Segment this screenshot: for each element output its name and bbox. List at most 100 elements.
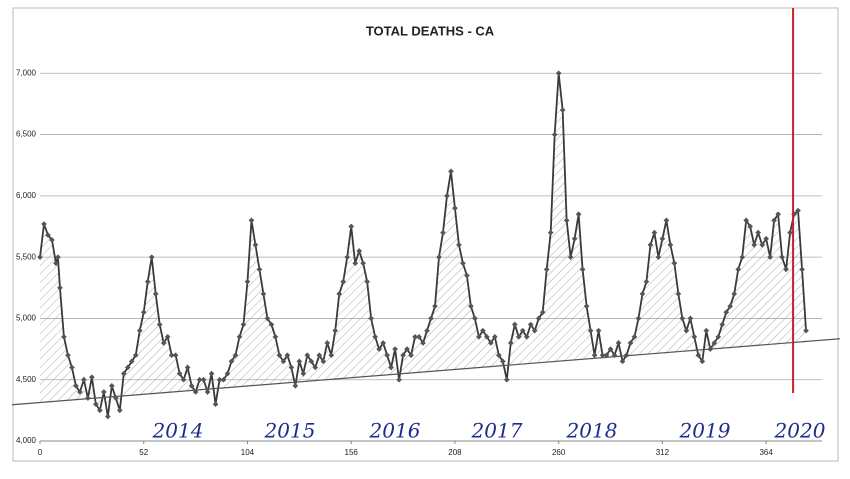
point [292,383,299,389]
point [324,340,331,346]
point [176,370,183,377]
point [65,352,71,359]
point [85,395,91,401]
point [627,340,634,346]
point [499,358,506,365]
point [360,260,367,267]
point [152,291,159,297]
point [208,370,215,377]
y-tick-label: 5,000 [16,314,37,323]
point [356,248,363,254]
point [663,217,670,224]
point [603,352,610,359]
year-annotation: 2019 [679,419,731,443]
point [97,407,103,414]
point [599,352,606,359]
x-tick-label: 312 [656,448,670,457]
point [699,358,706,365]
point [615,340,622,346]
point [77,389,83,395]
point [272,333,279,340]
y-tick-label: 6,000 [16,191,37,200]
point [456,242,462,248]
point [124,364,131,371]
y-tick-label: 5,500 [16,252,37,261]
point [348,223,355,230]
point [440,229,446,236]
point [396,376,402,383]
x-tick-label: 156 [345,448,359,457]
point [108,383,115,389]
point [200,376,207,383]
point [316,352,323,359]
point [631,333,638,340]
point [164,333,171,340]
point [783,266,789,273]
point [404,346,410,352]
year-annotation: 2014 [152,419,204,443]
point [384,352,390,359]
point [408,352,414,359]
point [256,266,263,273]
point [531,327,538,334]
point [128,358,135,365]
point [332,327,339,334]
point [460,260,466,267]
point [216,376,223,383]
point [340,278,347,285]
point [747,223,754,230]
point [619,358,626,365]
point [464,272,470,279]
point [132,352,139,359]
point [559,107,566,113]
point [312,364,319,371]
point [715,333,722,340]
point [515,333,522,340]
point [671,260,678,267]
point [73,383,79,389]
point [388,364,394,371]
point [304,352,311,359]
frame [12,7,839,462]
x-tick-label: 260 [552,448,566,457]
point [104,413,111,420]
point [196,376,203,383]
point [420,340,426,346]
point [376,346,382,352]
point [468,303,474,309]
point [511,321,518,328]
point [635,315,642,322]
point [81,376,87,383]
point [480,327,486,334]
point [184,364,191,371]
point [667,242,674,248]
point [280,358,287,365]
point [156,321,163,328]
point [739,254,746,260]
point [308,358,315,365]
point [380,340,386,346]
point [120,370,127,377]
point [148,254,155,260]
point [495,352,502,359]
year-annotation: 2016 [369,419,421,443]
point [452,205,458,211]
point [392,346,398,352]
point [547,229,554,236]
point [503,376,510,383]
point [563,217,570,224]
point [687,315,694,322]
point [492,333,498,340]
point [779,254,785,260]
point [168,352,175,359]
point [204,389,211,395]
point [763,235,769,242]
hatched-area [40,73,807,417]
point [647,242,654,248]
x-tick-label: 208 [448,448,462,457]
point [803,327,809,334]
point [799,266,805,273]
year-annotation: 2017 [471,419,523,443]
point [448,168,454,175]
